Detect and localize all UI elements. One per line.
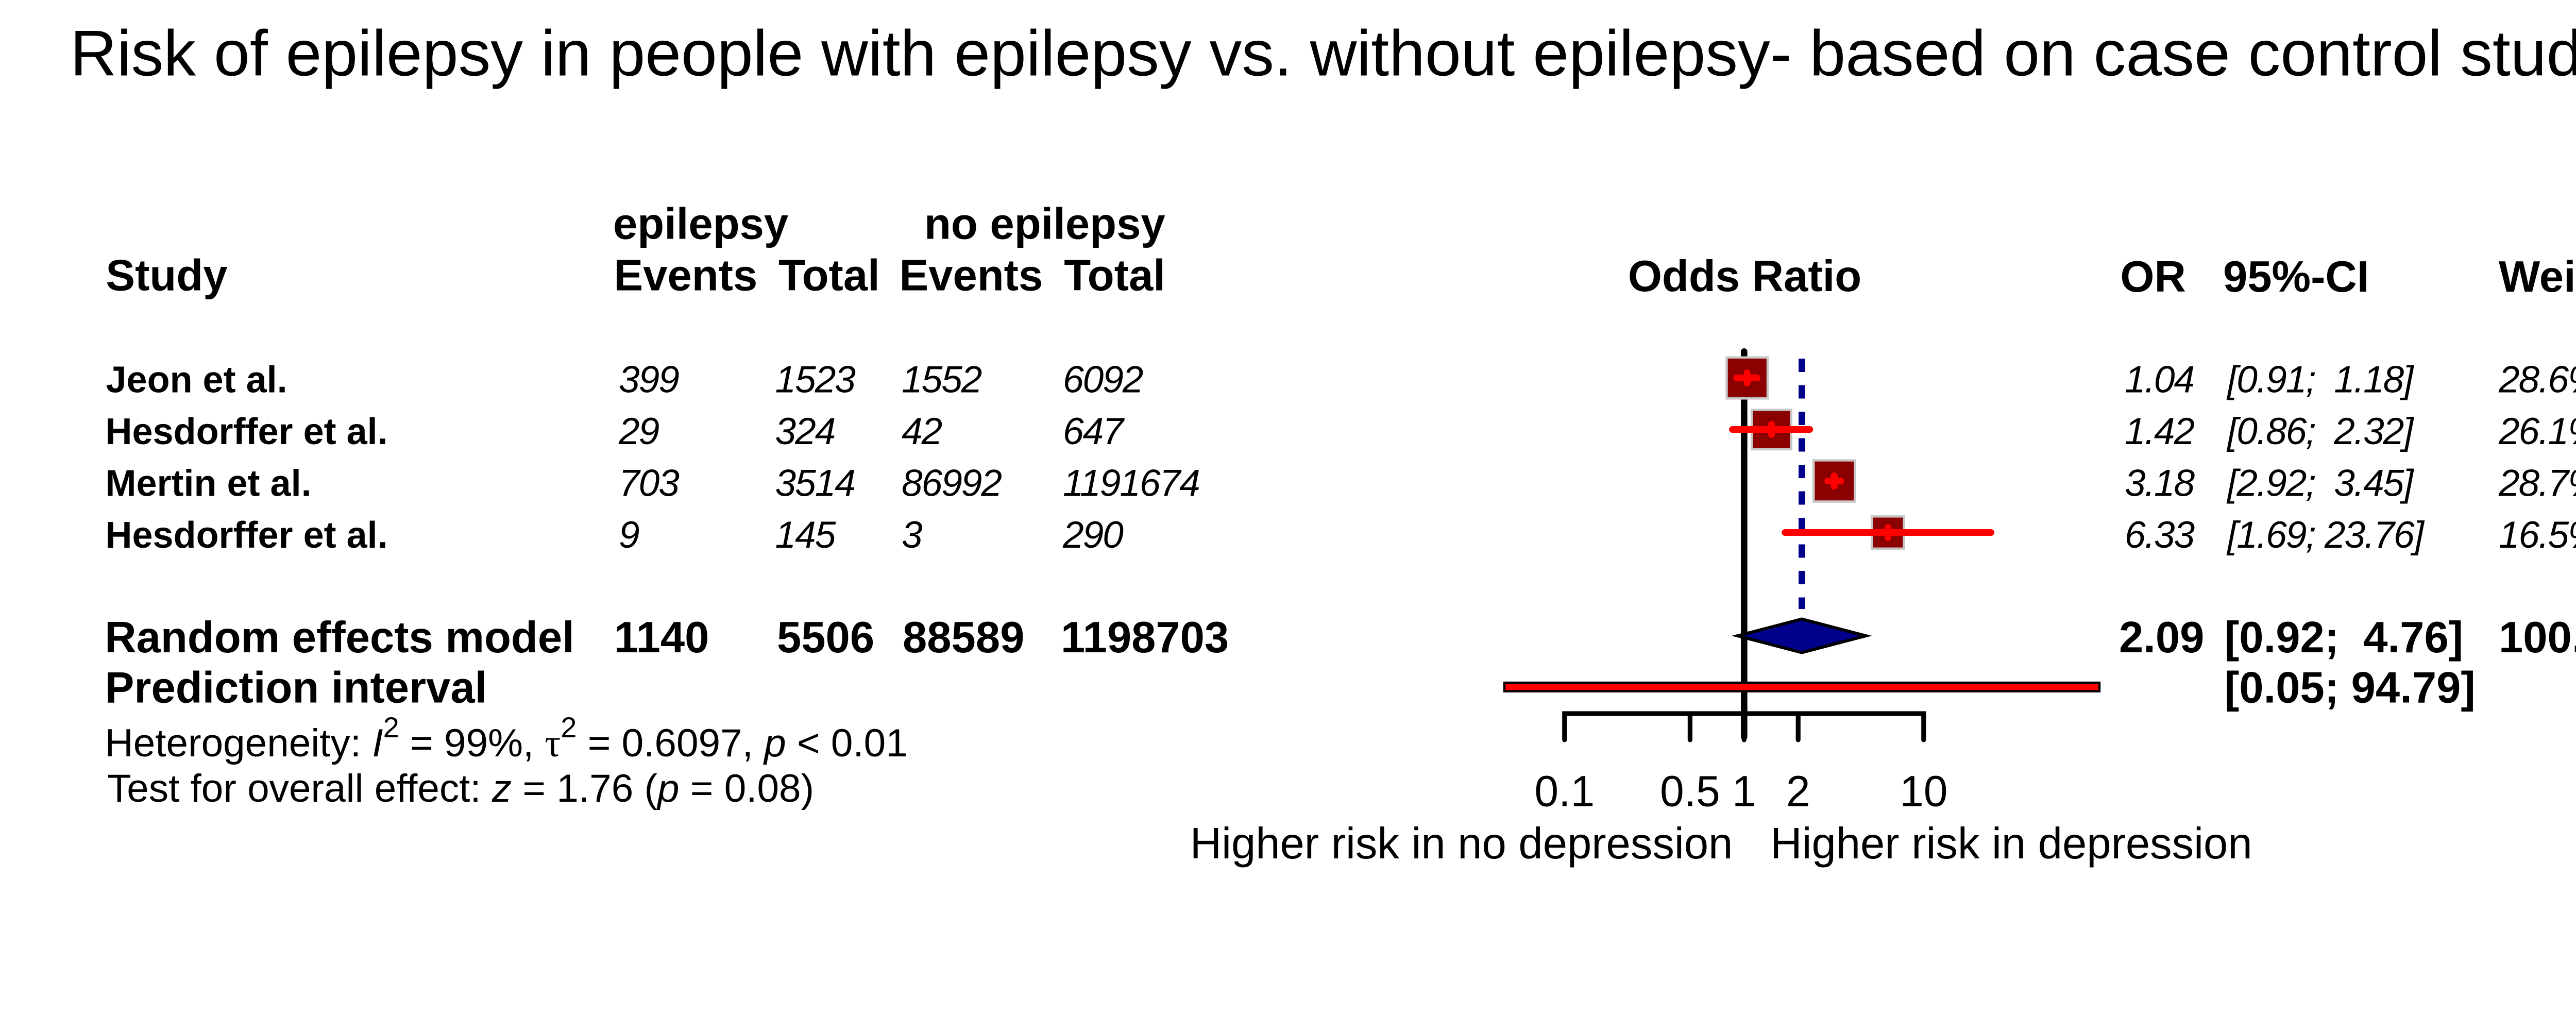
svg-text:2.09: 2.09 <box>2119 613 2204 662</box>
svg-text:Test for overall effect: z = 1: Test for overall effect: z = 1.76 (p = 0… <box>107 767 814 810</box>
svg-text:399: 399 <box>619 359 679 401</box>
svg-text:9: 9 <box>619 514 639 556</box>
svg-text:Prediction interval: Prediction interval <box>105 663 487 712</box>
svg-text:26.1%: 26.1% <box>2498 411 2576 452</box>
svg-text:[1.69; 23.76]: [1.69; 23.76] <box>2226 514 2425 556</box>
svg-text:Risk of epilepsy in people wit: Risk of epilepsy in people with epilepsy… <box>70 17 2576 90</box>
svg-text:OR: OR <box>2120 252 2186 301</box>
svg-text:[0.91; 1.18]: [0.91; 1.18] <box>2226 359 2414 401</box>
svg-text:Jeon et al.: Jeon et al. <box>106 360 287 401</box>
svg-text:Random effects model: Random effects model <box>105 613 574 662</box>
svg-text:100.0%: 100.0% <box>2499 613 2576 662</box>
svg-text:5506: 5506 <box>777 613 874 662</box>
svg-text:Hesdorffer et al.: Hesdorffer et al. <box>106 515 388 556</box>
svg-text:Total: Total <box>1064 251 1165 300</box>
svg-text:324: 324 <box>775 411 835 452</box>
svg-text:1198703: 1198703 <box>1061 613 1229 662</box>
svg-text:Weight: Weight <box>2499 252 2576 301</box>
svg-text:Higher risk in depression: Higher risk in depression <box>1770 819 2252 868</box>
svg-text:703: 703 <box>619 463 679 504</box>
svg-text:6092: 6092 <box>1063 359 1143 401</box>
svg-text:6.33: 6.33 <box>2125 514 2194 556</box>
svg-text:1552: 1552 <box>902 359 982 401</box>
svg-text:Study: Study <box>106 251 227 300</box>
svg-text:3514: 3514 <box>775 463 855 504</box>
svg-text:Odds Ratio: Odds Ratio <box>1628 252 1861 301</box>
svg-text:1: 1 <box>1732 767 1756 816</box>
svg-text:10: 10 <box>1900 767 1947 816</box>
svg-text:Total: Total <box>778 251 880 300</box>
svg-text:42: 42 <box>902 411 942 452</box>
svg-text:28.7%: 28.7% <box>2498 463 2576 504</box>
svg-text:16.5%: 16.5% <box>2499 514 2576 556</box>
svg-text:Events: Events <box>900 251 1043 300</box>
svg-text:2: 2 <box>1786 767 1810 816</box>
svg-text:145: 145 <box>775 514 836 556</box>
svg-text:Hesdorffer et al.: Hesdorffer et al. <box>106 411 388 452</box>
svg-text:28.6%: 28.6% <box>2498 359 2576 401</box>
svg-text:1191674: 1191674 <box>1063 463 1199 504</box>
svg-text:[0.05; 94.79]: [0.05; 94.79] <box>2225 663 2476 712</box>
svg-text:1523: 1523 <box>775 359 856 401</box>
svg-text:[0.86; 2.32]: [0.86; 2.32] <box>2226 411 2414 452</box>
svg-text:Events: Events <box>614 251 758 300</box>
svg-text:290: 290 <box>1062 514 1123 556</box>
svg-text:1140: 1140 <box>614 613 709 662</box>
svg-text:Higher risk in no depression: Higher risk in no depression <box>1190 819 1733 868</box>
svg-text:1.42: 1.42 <box>2125 411 2194 452</box>
svg-text:Mertin et al.: Mertin et al. <box>106 463 312 504</box>
svg-text:3.18: 3.18 <box>2125 463 2195 504</box>
svg-text:epilepsy: epilepsy <box>613 199 788 248</box>
svg-text:1.04: 1.04 <box>2125 359 2194 401</box>
svg-text:0.1: 0.1 <box>1534 767 1595 816</box>
svg-text:86992: 86992 <box>902 463 1002 504</box>
svg-text:88589: 88589 <box>903 613 1024 662</box>
svg-text:3: 3 <box>902 514 922 556</box>
svg-text:no epilepsy: no epilepsy <box>924 199 1165 248</box>
svg-text:[2.92; 3.45]: [2.92; 3.45] <box>2226 463 2414 504</box>
svg-text:95%-CI: 95%-CI <box>2223 252 2369 301</box>
svg-text:0.5: 0.5 <box>1660 767 1720 816</box>
svg-text:647: 647 <box>1063 411 1125 452</box>
svg-text:[0.92; 4.76]: [0.92; 4.76] <box>2225 613 2463 662</box>
svg-text:29: 29 <box>618 411 659 452</box>
